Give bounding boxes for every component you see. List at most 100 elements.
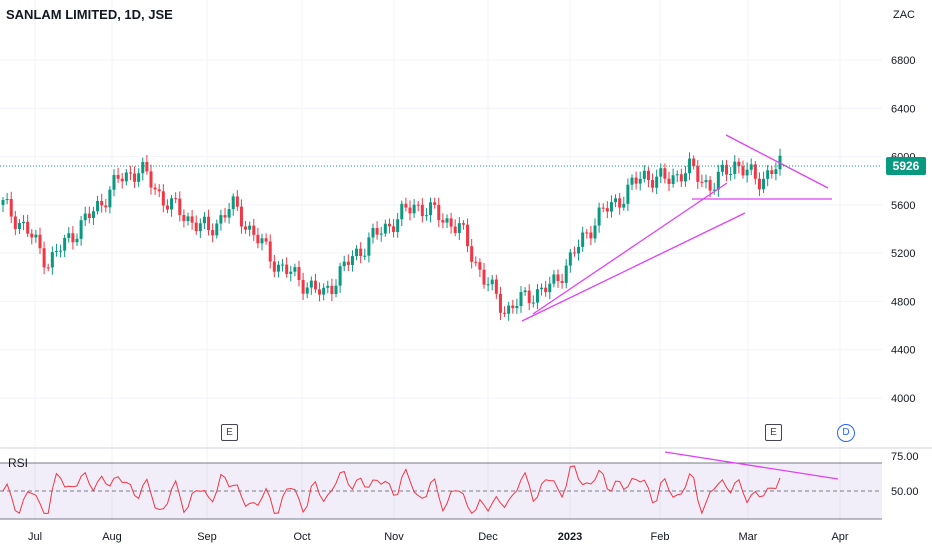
candle-body — [194, 222, 198, 232]
candle-body — [133, 173, 137, 182]
candle-body — [618, 198, 622, 208]
candle-body — [244, 226, 248, 230]
candle-body — [572, 252, 576, 254]
candle-body — [412, 204, 416, 214]
candle-body — [137, 173, 141, 182]
candle-body — [437, 204, 441, 221]
earnings-badge[interactable]: E — [221, 424, 238, 441]
candle-body — [207, 216, 211, 231]
candle-body — [13, 216, 17, 229]
chart-grid — [0, 0, 882, 520]
candle-body — [540, 287, 544, 290]
candle-body — [762, 178, 766, 190]
candle-body — [87, 213, 91, 219]
candle-body — [683, 173, 687, 182]
candle-body — [593, 225, 597, 239]
candle-body — [367, 237, 371, 256]
candle-body — [675, 174, 679, 176]
candle-body — [100, 200, 104, 206]
candle-body — [153, 187, 157, 190]
symbol-title[interactable]: SANLAM LIMITED, 1D, JSE — [6, 7, 173, 22]
candle-body — [281, 264, 285, 266]
candle-body — [749, 164, 753, 170]
candle-body — [667, 178, 671, 184]
candle-body — [494, 279, 498, 294]
x-tick-label: Nov — [384, 531, 404, 543]
candle-body — [519, 292, 523, 306]
x-tick-label: Apr — [831, 531, 848, 543]
candle-body — [198, 223, 202, 232]
candle-body — [560, 280, 564, 283]
candle-body — [318, 289, 322, 295]
candle-body — [770, 170, 774, 174]
candle-body — [416, 204, 420, 206]
candle-body — [149, 171, 153, 188]
candle-body — [651, 179, 655, 188]
candle-body — [700, 181, 704, 183]
candle-body — [285, 264, 289, 274]
candle-body — [387, 223, 391, 227]
candle-body — [79, 220, 83, 239]
candle-body — [535, 289, 539, 303]
rsi-panel: 50.00 75.00 — [0, 447, 932, 520]
candle-body — [774, 169, 778, 174]
candle-body — [350, 256, 354, 265]
candle-body — [626, 184, 630, 204]
candle-body — [581, 232, 585, 247]
candle-body — [223, 215, 227, 218]
candle-body — [457, 223, 461, 233]
candle-body — [248, 225, 252, 230]
candle-body — [305, 287, 309, 294]
candle-body — [75, 238, 79, 243]
candle-body — [215, 223, 219, 236]
candle-body — [145, 161, 149, 172]
candle-body — [511, 305, 515, 309]
candle-body — [396, 219, 400, 233]
candle-body — [54, 251, 58, 253]
candle-body — [17, 222, 21, 229]
candle-body — [239, 206, 243, 227]
candle-body — [334, 285, 338, 294]
candle-body — [745, 169, 749, 176]
candle-body — [355, 248, 359, 257]
candle-body — [498, 293, 502, 313]
candle-body — [174, 198, 178, 200]
candle-body — [309, 280, 313, 288]
candle-body — [379, 233, 383, 235]
candle-body — [433, 202, 437, 205]
rsi-tick-label: 50.00 — [891, 486, 919, 498]
candle-body — [260, 238, 264, 244]
candle-body — [741, 166, 745, 176]
candle-body — [1, 200, 5, 205]
rsi-title[interactable]: RSI — [8, 456, 29, 470]
x-axis-labels: Jul Aug Sep Oct Nov Dec 2023 Feb Mar Apr — [28, 531, 849, 543]
candle-body — [564, 265, 568, 283]
candle-body — [420, 204, 424, 217]
y-tick-label: 4000 — [891, 393, 915, 405]
candle-body — [461, 223, 465, 225]
candle-body — [375, 228, 379, 235]
x-tick-label: Aug — [102, 531, 122, 543]
rsi-tick-label: 75.00 — [891, 451, 919, 463]
candle-body — [289, 271, 293, 274]
y-axis-labels: ZAC40004400480052005600600064006800 — [891, 9, 915, 405]
candle-body — [157, 189, 161, 192]
candle-body — [322, 287, 326, 295]
candle-body — [83, 213, 87, 221]
candle-body — [424, 215, 428, 217]
candle-body — [548, 283, 552, 293]
earnings-badge[interactable]: E — [765, 424, 782, 441]
candle-body — [429, 202, 433, 216]
candle-body — [338, 266, 342, 286]
candle-body — [124, 172, 128, 182]
candle-body — [186, 216, 190, 222]
rsi-line — [2, 465, 781, 515]
candle-body — [445, 218, 449, 223]
candle-body — [441, 220, 445, 223]
dividend-badge[interactable]: D — [837, 424, 855, 442]
y-tick-label: 5200 — [891, 248, 915, 260]
rsi-trendline — [664, 451, 839, 480]
x-tick-label: Mar — [739, 531, 758, 543]
candle-body — [766, 170, 770, 179]
